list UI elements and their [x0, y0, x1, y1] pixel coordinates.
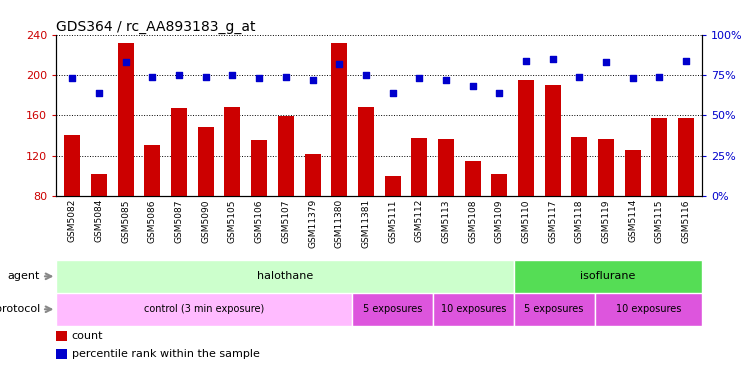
Text: halothane: halothane [257, 271, 313, 281]
Point [466, 83, 478, 89]
Point [360, 72, 372, 78]
Text: control (3 min exposure): control (3 min exposure) [144, 304, 264, 314]
Bar [514, 260, 702, 293]
Bar [518, 80, 534, 276]
Bar [572, 137, 587, 276]
Text: 10 exposures: 10 exposures [441, 304, 506, 314]
Bar [651, 118, 668, 276]
Bar [91, 174, 107, 276]
Bar [358, 107, 374, 276]
Text: count: count [72, 331, 104, 341]
Bar [433, 293, 514, 326]
Point [146, 74, 158, 79]
Text: 5 exposures: 5 exposures [524, 304, 584, 314]
Bar [225, 107, 240, 276]
Point [119, 59, 131, 65]
Text: GSM11381: GSM11381 [361, 199, 370, 248]
Text: isoflurane: isoflurane [581, 271, 635, 281]
Bar [598, 139, 614, 276]
Text: GSM5082: GSM5082 [68, 199, 77, 242]
Text: 5 exposures: 5 exposures [363, 304, 422, 314]
Text: GSM5112: GSM5112 [415, 199, 424, 242]
Point [574, 74, 586, 79]
Point [333, 61, 345, 67]
Point [200, 74, 212, 79]
Text: GSM5114: GSM5114 [629, 199, 638, 242]
Bar [678, 118, 694, 276]
Text: GSM5111: GSM5111 [388, 199, 397, 243]
Bar [385, 176, 400, 276]
Point [493, 90, 505, 96]
Point [93, 90, 105, 96]
Bar [491, 174, 508, 276]
Bar [465, 161, 481, 276]
Point [653, 74, 665, 79]
Text: GSM5107: GSM5107 [282, 199, 291, 243]
Text: GSM5109: GSM5109 [495, 199, 504, 243]
Bar [56, 260, 514, 293]
Point [227, 72, 239, 78]
Point [440, 77, 452, 83]
Point [253, 75, 265, 81]
Bar [331, 43, 347, 276]
Point [280, 74, 292, 79]
Bar [144, 145, 161, 276]
Text: GSM5087: GSM5087 [174, 199, 183, 243]
Text: GDS364 / rc_AA893183_g_at: GDS364 / rc_AA893183_g_at [56, 20, 256, 34]
Text: GSM5090: GSM5090 [201, 199, 210, 243]
Text: percentile rank within the sample: percentile rank within the sample [72, 349, 260, 359]
Bar [595, 293, 702, 326]
Bar [438, 139, 454, 276]
Text: GSM5108: GSM5108 [468, 199, 477, 243]
Bar [278, 116, 294, 276]
Bar [56, 293, 352, 326]
Text: GSM5110: GSM5110 [521, 199, 530, 243]
Bar [198, 127, 214, 276]
Point [627, 75, 639, 81]
Text: agent: agent [8, 271, 40, 281]
Text: GSM5119: GSM5119 [602, 199, 611, 243]
Bar [171, 108, 187, 276]
Point [680, 57, 692, 63]
Point [173, 72, 185, 78]
Text: 10 exposures: 10 exposures [616, 304, 681, 314]
Point [413, 75, 425, 81]
Text: GSM5118: GSM5118 [575, 199, 584, 243]
Text: GSM11380: GSM11380 [335, 199, 344, 248]
Text: GSM5105: GSM5105 [228, 199, 237, 243]
Point [387, 90, 399, 96]
Point [520, 57, 532, 63]
Point [547, 56, 559, 62]
Bar [304, 154, 321, 276]
Point [306, 77, 318, 83]
Point [600, 59, 612, 65]
Bar [56, 349, 67, 359]
Text: GSM5106: GSM5106 [255, 199, 264, 243]
Bar [352, 293, 433, 326]
Bar [56, 331, 67, 341]
Bar [625, 149, 641, 276]
Text: GSM5085: GSM5085 [121, 199, 130, 243]
Bar [118, 43, 134, 276]
Text: GSM5113: GSM5113 [442, 199, 451, 243]
Text: GSM5084: GSM5084 [95, 199, 104, 242]
Bar [65, 135, 80, 276]
Bar [251, 141, 267, 276]
Text: GSM5116: GSM5116 [682, 199, 691, 243]
Text: GSM11379: GSM11379 [308, 199, 317, 248]
Text: protocol: protocol [0, 304, 40, 314]
Text: GSM5086: GSM5086 [148, 199, 157, 243]
Bar [514, 293, 595, 326]
Text: GSM5115: GSM5115 [655, 199, 664, 243]
Bar [412, 138, 427, 276]
Bar [544, 85, 561, 276]
Text: GSM5117: GSM5117 [548, 199, 557, 243]
Point [66, 75, 78, 81]
